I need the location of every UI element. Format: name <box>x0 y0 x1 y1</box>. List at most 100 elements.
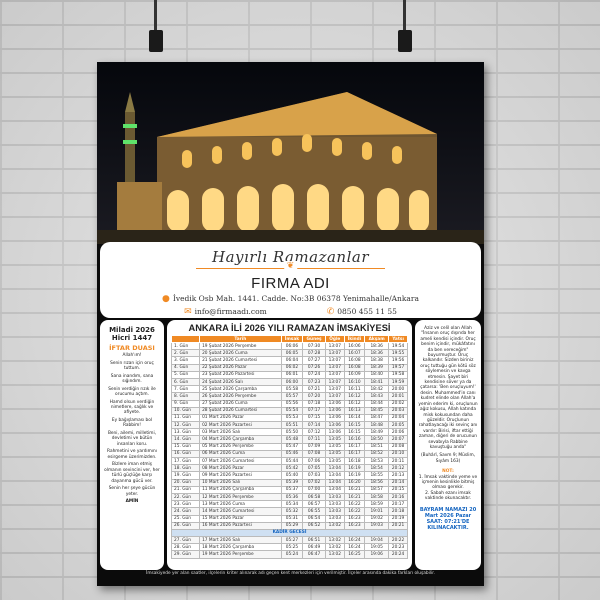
table-cell: 22 Şubat 2026 Pazar <box>199 363 282 372</box>
table-cell: 4. Gün <box>170 363 201 372</box>
table-cell: 13:06 <box>324 399 345 408</box>
table-cell: 16:11 <box>343 385 366 394</box>
table-cell: 15 Mart 2026 Pazar <box>199 514 282 523</box>
table-cell: 18:36 <box>364 341 390 351</box>
phone-text: 0850 455 11 55 <box>337 307 397 316</box>
table-cell: 16:21 <box>343 485 366 494</box>
table-cell: 06:54 <box>302 514 326 523</box>
table-cell: 20:02 <box>388 399 408 408</box>
table-row: 19. Gün 09 Mart 2026 Pazartesi 05:40 07:03 1… <box>170 471 408 480</box>
table-cell: 05:50 <box>280 428 304 437</box>
table-cell: 19 Mart 2026 Perşembe <box>199 550 282 559</box>
table-cell: 12. Gün <box>170 421 201 430</box>
table-cell: 05:39 <box>280 478 304 487</box>
table-cell: 20:13 <box>388 471 408 480</box>
table-cell: 18:49 <box>364 428 390 437</box>
column-header: Akşam <box>364 335 390 343</box>
table-cell: 05:57 <box>280 392 304 401</box>
table-cell: 18:39 <box>364 363 390 372</box>
kadir-gecesi-label: KADİR GECESİ <box>171 528 408 538</box>
table-cell: 16:22 <box>343 500 366 509</box>
table-cell: 6. Gün <box>170 377 201 387</box>
column-header: Yatsı <box>388 335 408 343</box>
table-cell: 14 Mart 2026 Cumartesi <box>199 507 282 516</box>
table-row: 4. Gün 22 Şubat 2026 Pazar 06:02 07:26 13:07… <box>170 363 408 372</box>
table-cell: 07:08 <box>302 449 326 459</box>
table-cell: 16:15 <box>343 428 366 437</box>
table-cell: 18:51 <box>364 442 390 451</box>
table-cell: 20:07 <box>388 435 408 444</box>
table-cell: 06 Mart 2026 Cuma <box>199 449 282 459</box>
table-cell: 16:12 <box>343 399 366 408</box>
table-cell: 02 Mart 2026 Pazartesi <box>199 421 282 430</box>
table-cell: 13:04 <box>324 478 345 487</box>
table-cell: 20:08 <box>388 442 408 451</box>
table-cell: 19:54 <box>388 341 408 351</box>
table-cell: 25 Şubat 2026 Çarşamba <box>199 385 282 394</box>
table-cell: 20:22 <box>388 536 408 545</box>
phone-icon: ✆ <box>326 307 335 317</box>
table-cell: 06:52 <box>302 521 326 530</box>
hadith-text: Aziz ve celil olan Allah "İnsanın oruç d… <box>418 326 478 450</box>
table-cell: 13:07 <box>324 377 345 387</box>
table-cell: 06:51 <box>302 536 326 545</box>
table-cell: 06:04 <box>280 356 304 365</box>
table-cell: 1. Gün <box>170 341 201 351</box>
table-cell: 05:42 <box>280 464 304 473</box>
header-card: Hayırlı Ramazanlar FIRMA ADI ●İvedik Osb… <box>100 242 481 318</box>
greeting: Hayırlı Ramazanlar <box>212 248 369 266</box>
table-cell: 22. Gün <box>170 492 201 502</box>
mosque-photo <box>97 62 484 244</box>
hadith-panel: Aziz ve celil olan Allah "İnsanın oruç d… <box>415 320 481 570</box>
table-cell: 13:04 <box>324 464 345 473</box>
table-cell: 07:15 <box>302 413 326 423</box>
table-cell: 13:07 <box>324 363 345 372</box>
prayer-line: Rahmetini ve yardımını esirgeme üzerimiz… <box>107 449 157 460</box>
table-cell: 07:03 <box>302 471 326 480</box>
table-cell: 07:05 <box>302 464 326 473</box>
table-cell: 13:03 <box>324 492 345 502</box>
table-cell: 07:11 <box>302 435 326 444</box>
table-cell: 07 Mart 2026 Cumartesi <box>199 456 282 466</box>
table-cell: 13:04 <box>324 471 345 480</box>
table-cell: 16:12 <box>343 392 366 401</box>
table-cell: 01 Mart 2026 Pazar <box>199 413 282 423</box>
note-1: 1. İmsak vaktinde yeme ve içmenin kesinl… <box>418 474 478 491</box>
table-cell: 07:30 <box>302 341 326 351</box>
table-cell: 19:57 <box>388 363 408 372</box>
table-cell: 19:05 <box>364 543 390 552</box>
table-cell: 23. Gün <box>170 500 201 509</box>
table-cell: 20:14 <box>388 478 408 487</box>
binder-clip-right <box>398 0 412 52</box>
table-cell: 18 Mart 2026 Çarşamba <box>199 543 282 552</box>
table-cell: 27 Şubat 2026 Cuma <box>199 399 282 408</box>
table-cell: 20:21 <box>388 521 408 530</box>
table-row: 9. Gün 27 Şubat 2026 Cuma 05:56 07:18 13:06 1… <box>170 399 408 408</box>
table-cell: 13:03 <box>324 500 345 509</box>
table-cell: 28. Gün <box>170 543 201 552</box>
table-cell: 18. Gün <box>170 464 201 473</box>
phone: ✆ 0850 455 11 55 <box>327 307 397 317</box>
table-row: 25. Gün 15 Mart 2026 Pazar 05:31 06:54 13:03… <box>170 514 408 523</box>
table-cell: 16:19 <box>343 471 366 480</box>
table-cell: 20:04 <box>388 413 408 423</box>
table-cell: 13:07 <box>324 392 345 401</box>
table-cell: 13:02 <box>324 543 345 552</box>
table-cell: 18:56 <box>364 478 390 487</box>
table-row: 24. Gün 14 Mart 2026 Cumartesi 05:32 06:55 1… <box>170 507 408 516</box>
table-cell: 9. Gün <box>170 399 201 408</box>
contact-row: ✉ info@firmaadı.com ✆ 0850 455 11 55 <box>100 307 481 317</box>
table-cell: 16:18 <box>343 456 366 466</box>
table-cell: 13:03 <box>324 514 345 523</box>
ramadan-poster: Hayırlı Ramazanlar FIRMA ADI ●İvedik Osb… <box>97 62 484 586</box>
table-row: 10. Gün 28 Şubat 2026 Cumartesi 05:54 07:17… <box>170 406 408 415</box>
table-cell: 18:36 <box>364 349 390 358</box>
table-cell: 19 Şubat 2026 Perşembe <box>199 341 282 351</box>
table-cell: 16:22 <box>343 507 366 516</box>
table-cell: 07:14 <box>302 421 326 430</box>
table-row: 29. Gün 19 Mart 2026 Perşembe 05:24 06:47 13… <box>170 550 408 559</box>
table-row: 26. Gün 16 Mart 2026 Pazartesi 05:29 06:52 1… <box>170 521 408 530</box>
prayer-line: Bizlere iman etmiş olmanın sevincini ver… <box>104 462 160 484</box>
table-cell: 21. Gün <box>170 485 201 494</box>
firm-name: FIRMA ADI <box>251 275 330 292</box>
